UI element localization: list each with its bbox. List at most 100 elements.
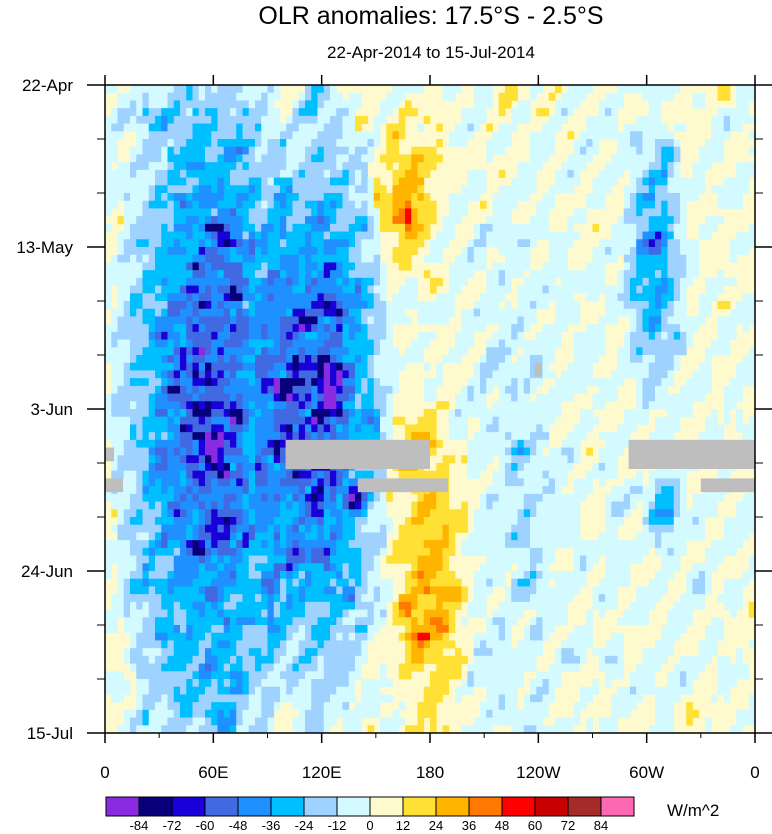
- field-cell: [386, 131, 393, 140]
- field-cell: [386, 308, 393, 317]
- field-cell: [698, 185, 706, 194]
- field-cell: [648, 277, 656, 286]
- field-cell: [305, 92, 312, 101]
- field-cell: [155, 85, 162, 94]
- field-cell: [423, 432, 431, 441]
- field-cell: [117, 262, 125, 271]
- field-cell: [442, 455, 450, 464]
- field-cell: [530, 401, 537, 410]
- field-cell: [217, 486, 225, 495]
- field-cell: [655, 177, 662, 186]
- field-cell: [661, 208, 668, 217]
- field-cell: [336, 115, 343, 124]
- field-cell: [130, 378, 137, 387]
- field-cell: [505, 540, 512, 549]
- field-cell: [530, 409, 537, 418]
- field-cell: [323, 231, 331, 240]
- field-cell: [673, 424, 681, 433]
- field-cell: [348, 517, 356, 526]
- field-cell: [217, 293, 225, 302]
- field-cell: [642, 139, 650, 148]
- field-cell: [511, 416, 518, 425]
- field-cell: [542, 108, 550, 117]
- field-cell: [748, 293, 756, 302]
- field-cell: [105, 339, 112, 348]
- field-cell: [123, 162, 131, 171]
- field-cell: [461, 517, 468, 526]
- field-cell: [448, 301, 456, 310]
- field-cell: [117, 162, 125, 171]
- field-cell: [611, 432, 618, 441]
- field-cell: [261, 177, 268, 186]
- field-cell: [536, 555, 543, 564]
- field-cell: [380, 409, 387, 418]
- field-cell: [423, 509, 431, 518]
- field-cell: [292, 355, 300, 364]
- field-cell: [148, 92, 156, 101]
- field-cell: [661, 293, 668, 302]
- field-cell: [630, 223, 637, 232]
- field-cell: [680, 316, 687, 325]
- field-cell: [248, 424, 256, 433]
- field-cell: [167, 285, 175, 294]
- field-cell: [405, 223, 412, 232]
- field-cell: [323, 486, 331, 495]
- field-cell: [261, 324, 268, 333]
- field-cell: [323, 123, 331, 132]
- field-cell: [123, 285, 131, 294]
- field-cell: [311, 247, 318, 256]
- field-cell: [261, 547, 268, 556]
- field-cell: [336, 177, 343, 186]
- field-cell: [530, 547, 537, 556]
- field-cell: [617, 85, 625, 94]
- field-cell: [430, 285, 437, 294]
- field-cell: [430, 239, 437, 248]
- field-cell: [305, 409, 312, 418]
- field-cell: [430, 208, 437, 217]
- field-cell: [392, 123, 400, 132]
- field-cell: [336, 524, 343, 533]
- field-cell: [330, 432, 337, 441]
- field-cell: [155, 92, 162, 101]
- field-cell: [673, 478, 681, 487]
- field-cell: [280, 239, 287, 248]
- field-cell: [173, 247, 181, 256]
- field-cell: [180, 339, 187, 348]
- field-cell: [248, 239, 256, 248]
- field-cell: [305, 424, 312, 433]
- field-cell: [448, 532, 456, 541]
- field-cell: [367, 370, 375, 379]
- field-cell: [498, 401, 506, 410]
- field-cell: [136, 370, 143, 379]
- field-cell: [617, 92, 625, 101]
- field-cell: [461, 393, 468, 402]
- field-cell: [661, 162, 668, 171]
- field-cell: [373, 231, 381, 240]
- field-cell: [180, 162, 187, 171]
- field-cell: [336, 470, 343, 479]
- field-cell: [586, 324, 593, 333]
- field-cell: [198, 316, 206, 325]
- field-cell: [280, 455, 287, 464]
- field-cell: [373, 316, 381, 325]
- field-cell: [111, 123, 118, 132]
- field-cell: [505, 555, 512, 564]
- field-cell: [505, 331, 512, 340]
- field-cell: [380, 301, 387, 310]
- field-cell: [505, 532, 512, 541]
- field-cell: [748, 524, 756, 533]
- field-cell: [236, 362, 243, 371]
- field-cell: [123, 216, 131, 225]
- field-cell: [555, 532, 562, 541]
- field-cell: [555, 293, 562, 302]
- field-cell: [605, 439, 612, 448]
- field-cell: [467, 447, 475, 456]
- field-cell: [323, 540, 331, 549]
- field-cell: [548, 285, 556, 294]
- field-cell: [555, 115, 562, 124]
- field-cell: [361, 193, 368, 202]
- field-cell: [161, 239, 168, 248]
- field-cell: [355, 509, 362, 518]
- field-cell: [273, 478, 281, 487]
- field-cell: [173, 540, 181, 549]
